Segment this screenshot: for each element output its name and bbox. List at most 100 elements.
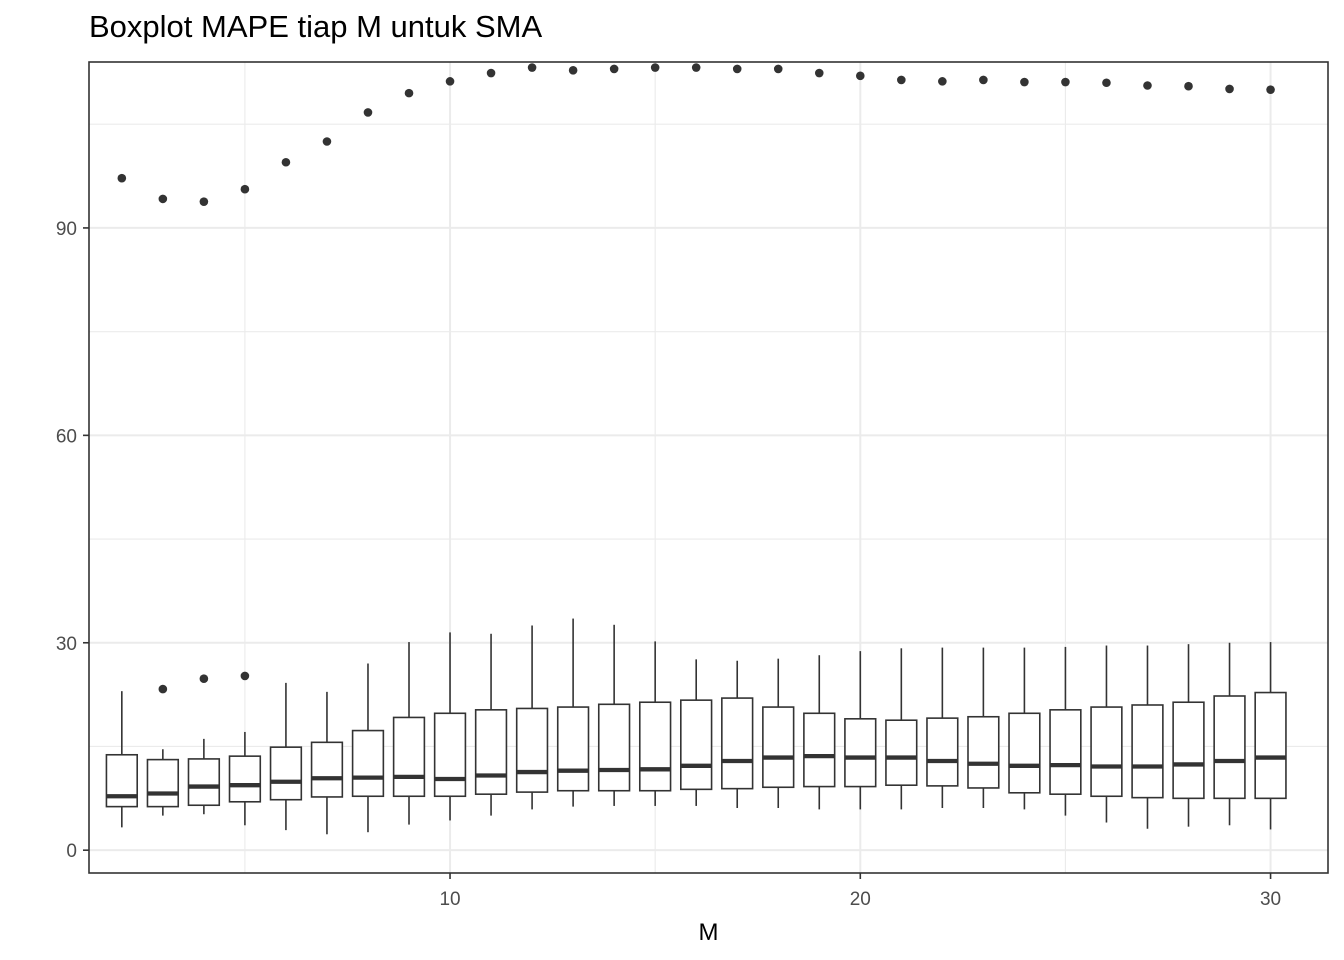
x-axis-title: M <box>699 919 719 946</box>
box-m-22 <box>926 647 959 809</box>
outlier-point-m-20 <box>855 71 865 81</box>
outlier-point-m-24 <box>1020 77 1029 87</box>
y-tick-label: 0 <box>66 841 77 862</box>
box-m-17 <box>721 660 754 809</box>
box-m-2 <box>105 691 139 828</box>
box-m-4 <box>187 738 221 815</box>
box-m-6 <box>269 682 303 831</box>
box-m-30 <box>1254 642 1287 830</box>
box-iqr <box>310 741 344 798</box>
outlier-point-m-29 <box>1225 84 1234 94</box>
outlier-point-m-2 <box>117 173 127 183</box>
box-m-27 <box>1131 645 1164 829</box>
box-iqr <box>474 709 508 795</box>
outlier-point-m-4 <box>199 197 209 206</box>
outlier-point-m-26 <box>1102 78 1111 88</box>
x-tick-label: 30 <box>1260 889 1281 910</box>
box-iqr <box>515 707 549 793</box>
outlier-point-m-6 <box>281 157 291 167</box>
box-iqr <box>597 703 631 792</box>
box-iqr <box>721 697 754 790</box>
outlier-point-m-13 <box>568 65 578 75</box>
box-m-19 <box>803 655 836 810</box>
box-iqr <box>638 701 672 792</box>
box-iqr <box>967 715 1000 789</box>
x-tick-label: 20 <box>850 889 871 910</box>
outlier-point-m-19 <box>814 68 824 78</box>
y-tick-label: 60 <box>56 426 77 447</box>
outlier-point-m-30 <box>1266 85 1275 94</box>
box-m-7 <box>310 691 344 835</box>
box-m-24 <box>1008 647 1041 810</box>
outlier-point-m-28 <box>1184 81 1193 91</box>
box-m-29 <box>1213 642 1246 826</box>
outlier-point-m-4 <box>199 674 209 684</box>
y-tick-label: 90 <box>56 219 77 240</box>
box-iqr <box>556 706 590 792</box>
box-iqr <box>351 729 385 798</box>
box-m-10 <box>433 632 467 821</box>
box-iqr <box>844 718 877 788</box>
box-m-20 <box>844 651 877 810</box>
box-m-8 <box>351 663 385 833</box>
outlier-point-m-3 <box>158 684 168 694</box>
boxes <box>105 618 1287 835</box>
outlier-point-m-17 <box>732 64 742 74</box>
outlier-point-m-22 <box>938 77 947 86</box>
box-iqr <box>1213 695 1246 800</box>
outlier-point-m-7 <box>322 137 332 146</box>
outlier-point-m-14 <box>609 64 619 74</box>
outlier-point-m-16 <box>691 63 701 72</box>
outlier-point-m-5 <box>240 184 250 194</box>
outlier-point-m-12 <box>527 63 537 72</box>
box-m-16 <box>680 659 713 806</box>
box-iqr <box>803 712 836 788</box>
box-iqr <box>187 758 221 807</box>
outlier-point-m-11 <box>486 68 496 78</box>
box-m-5 <box>228 731 262 826</box>
box-iqr <box>105 753 139 808</box>
outlier-point-m-27 <box>1143 81 1152 90</box>
box-m-9 <box>392 642 426 825</box>
outlier-point-m-3 <box>158 194 168 204</box>
outlier-point-m-5 <box>240 671 250 681</box>
outlier-point-m-18 <box>773 64 783 74</box>
box-m-11 <box>474 633 508 816</box>
box-iqr <box>1254 691 1287 800</box>
x-tick-label: 10 <box>439 889 460 910</box>
chart-title: Boxplot MAPE tiap M untuk SMA <box>89 9 543 44</box>
outlier-point-m-9 <box>404 88 414 98</box>
box-iqr <box>1008 712 1041 794</box>
box-iqr <box>1090 706 1123 798</box>
box-iqr <box>762 706 795 789</box>
box-iqr <box>269 746 303 801</box>
box-m-28 <box>1172 644 1205 827</box>
box-m-3 <box>146 749 180 816</box>
box-iqr <box>680 699 713 791</box>
box-m-14 <box>597 624 631 806</box>
box-iqr <box>228 755 262 803</box>
outlier-point-m-8 <box>363 108 373 117</box>
box-iqr <box>1049 709 1082 795</box>
box-iqr <box>1172 701 1205 800</box>
y-axis: 0 30 60 90 <box>56 219 89 862</box>
outlier-point-m-21 <box>897 75 906 85</box>
box-iqr <box>1131 704 1164 799</box>
box-m-13 <box>556 618 590 807</box>
outlier-point-m-10 <box>445 77 455 86</box>
y-tick-label: 30 <box>56 634 77 655</box>
outlier-point-m-23 <box>979 75 988 85</box>
box-m-25 <box>1049 646 1082 816</box>
box-m-12 <box>515 625 549 810</box>
x-axis: 10 20 30 <box>439 873 1281 910</box>
box-iqr <box>433 712 467 798</box>
box-m-18 <box>762 658 795 809</box>
outlier-points <box>117 63 1275 694</box>
outlier-point-m-15 <box>650 63 660 72</box>
box-m-23 <box>967 647 1000 809</box>
box-iqr <box>392 716 426 798</box>
panel-border <box>88 61 1329 874</box>
outlier-point-m-25 <box>1061 77 1070 87</box>
box-iqr <box>885 719 918 786</box>
